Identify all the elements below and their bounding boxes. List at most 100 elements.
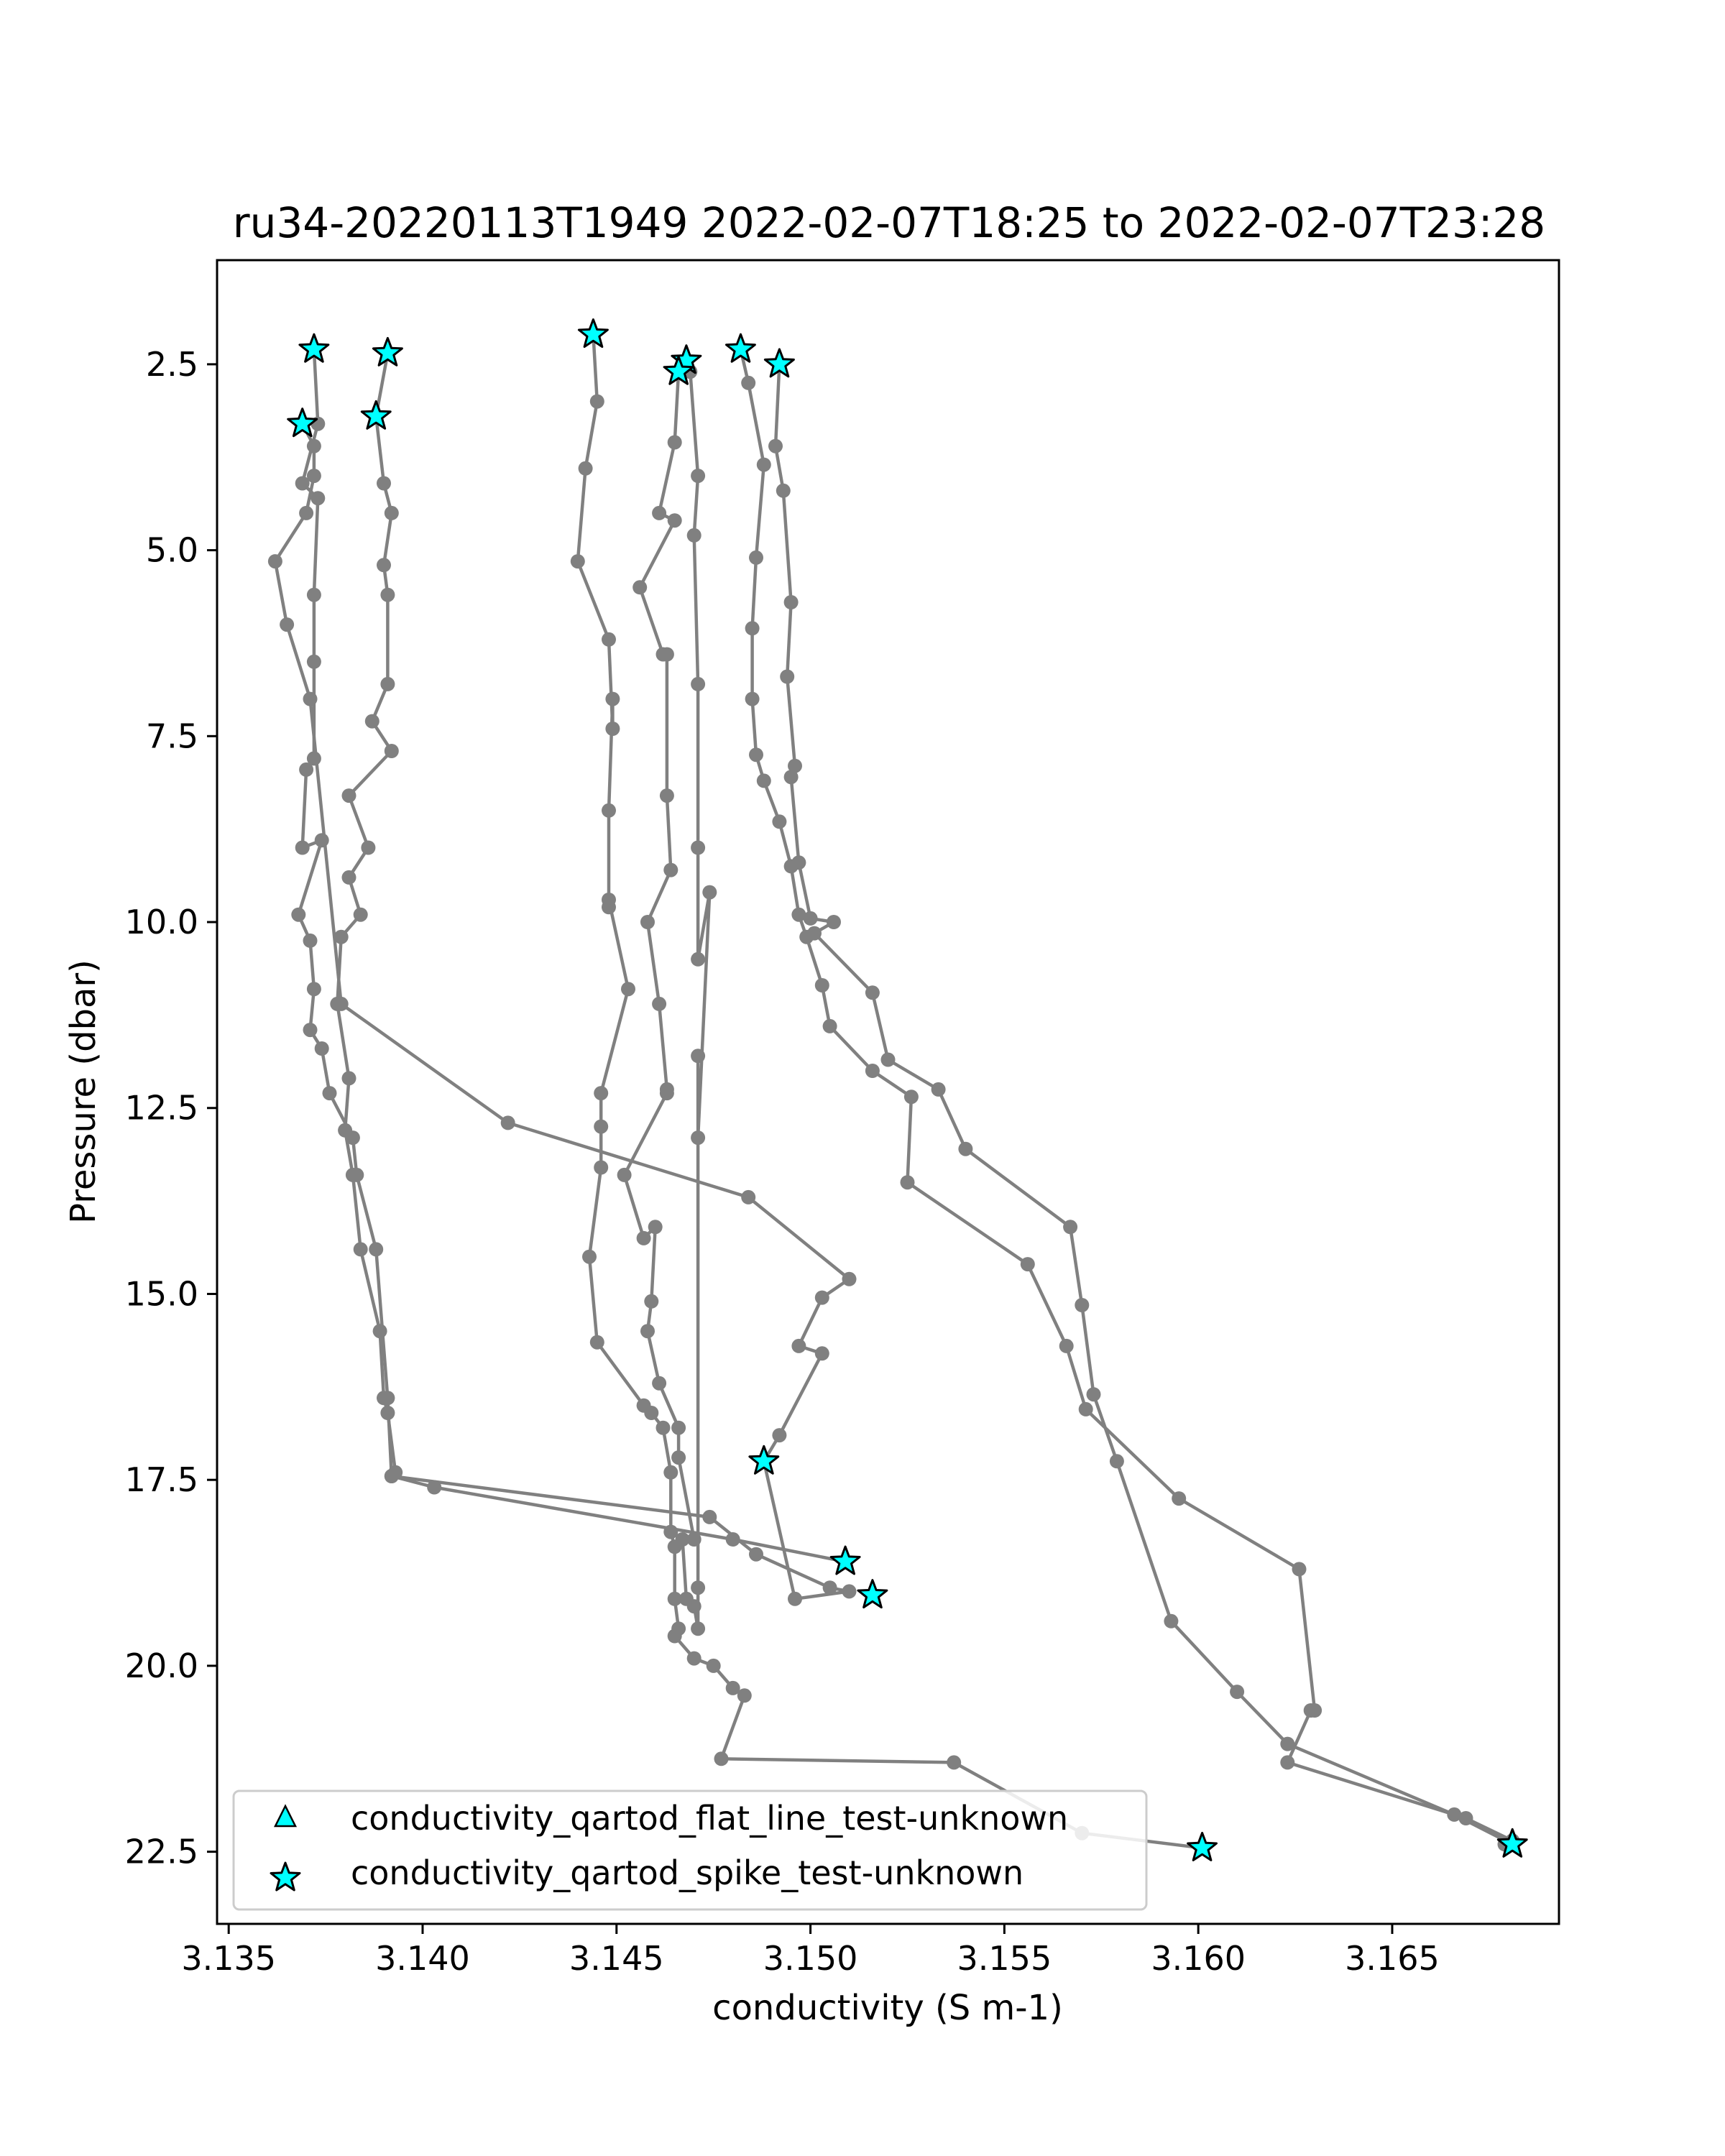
data-point [663, 1465, 678, 1480]
data-point [667, 513, 682, 528]
data-point [725, 1680, 740, 1695]
data-point [605, 722, 620, 736]
data-point [1172, 1491, 1187, 1506]
data-point [334, 929, 349, 944]
data-point [741, 1189, 756, 1204]
data-point [621, 982, 635, 997]
data-point [602, 632, 616, 647]
data-point [667, 1628, 682, 1644]
data-point [745, 621, 760, 636]
data-point [656, 1420, 671, 1435]
data-point [842, 1584, 857, 1599]
spike-flag-star [725, 333, 756, 363]
data-point [791, 855, 806, 870]
data-point [322, 1086, 337, 1101]
data-point [384, 505, 399, 520]
y-tick-label: 15.0 [125, 1274, 198, 1313]
data-point [1280, 1755, 1295, 1770]
data-point [663, 862, 678, 877]
profile-series-6 [733, 342, 1520, 1852]
data-point [714, 1751, 729, 1766]
data-point [691, 1621, 706, 1636]
y-tick-label: 12.5 [125, 1089, 198, 1128]
data-point [741, 375, 756, 390]
data-point [306, 654, 321, 669]
y-tick-label: 5.0 [146, 531, 198, 570]
data-point [803, 911, 818, 926]
data-point [377, 476, 391, 491]
data-point [814, 1346, 829, 1361]
data-point [675, 1532, 690, 1547]
data-point [306, 982, 321, 997]
data-point [686, 1599, 702, 1614]
profile-series-7 [768, 356, 1520, 1852]
data-point [880, 1052, 896, 1067]
data-point [865, 1064, 880, 1078]
legend-box [232, 1789, 1148, 1911]
data-point [589, 1335, 604, 1350]
data-point [310, 491, 326, 506]
data-point [303, 933, 318, 948]
data-point [671, 1450, 686, 1465]
x-axis-label: conductivity (S m-1) [712, 1988, 1063, 2028]
data-point [686, 528, 702, 543]
data-point [814, 1290, 829, 1305]
data-point [644, 1294, 659, 1309]
data-point [827, 915, 841, 929]
data-point [640, 1324, 655, 1339]
data-point [1063, 1220, 1078, 1235]
data-point [652, 996, 667, 1011]
spike-flag-star [748, 1445, 780, 1475]
data-point [384, 1469, 399, 1483]
x-tick-label: 3.145 [569, 1939, 664, 1978]
data-point [749, 550, 763, 565]
data-point [349, 1167, 364, 1182]
data-point [947, 1755, 962, 1770]
data-point [791, 1338, 806, 1353]
data-point [589, 394, 604, 409]
data-point [1020, 1257, 1035, 1272]
data-point [605, 691, 620, 706]
data-point [659, 1086, 674, 1101]
data-point [632, 580, 648, 595]
data-point [772, 1428, 787, 1443]
data-point [780, 669, 795, 684]
spike-flag-star [372, 336, 403, 367]
data-point [663, 1524, 678, 1539]
data-point [314, 833, 329, 848]
spike-flag-star [577, 318, 609, 348]
data-point [1164, 1613, 1179, 1628]
data-point [341, 870, 356, 885]
data-point [334, 996, 349, 1011]
data-point [1230, 1685, 1245, 1700]
data-point [341, 788, 356, 803]
data-point [652, 505, 667, 520]
data-point [602, 803, 616, 818]
data-point [783, 770, 799, 785]
data-point [353, 1242, 368, 1257]
data-point [364, 714, 380, 729]
plot-area [267, 318, 1528, 1861]
data-point [380, 676, 395, 691]
y-axis: 2.5 5.0 7.5 10.0 12.5 15.0 17.5 20.0 22.5 [125, 345, 217, 1871]
y-axis-label: Pressure (dbar) [63, 959, 104, 1224]
data-point [772, 814, 787, 829]
data-point [644, 1406, 659, 1420]
data-point [380, 587, 395, 602]
data-point [594, 1160, 609, 1175]
spike-flag-star [360, 400, 392, 430]
data-point [788, 758, 802, 773]
y-tick-label: 10.0 [125, 903, 198, 941]
data-point [691, 840, 706, 855]
data-point [903, 1089, 919, 1105]
data-point [865, 985, 880, 1000]
chart-title: ru34-20220113T1949 2022-02-07T18:25 to 2… [233, 198, 1545, 247]
data-point [295, 840, 310, 855]
data-point [652, 1376, 667, 1391]
data-point [686, 1532, 702, 1547]
data-point [299, 505, 314, 520]
data-point [384, 744, 399, 758]
data-point [788, 1591, 802, 1606]
data-point [725, 1532, 740, 1547]
